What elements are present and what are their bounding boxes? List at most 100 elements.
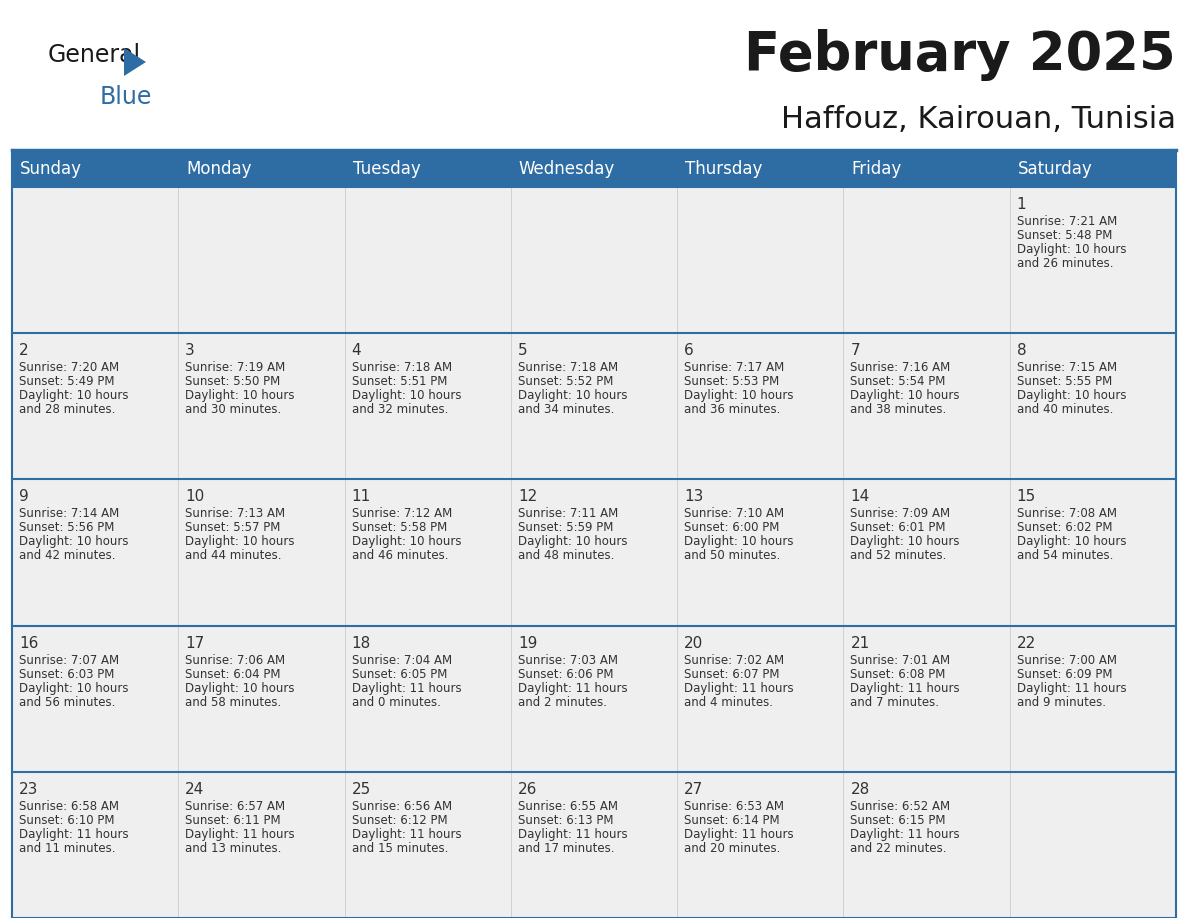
Text: Daylight: 11 hours: Daylight: 11 hours: [851, 828, 960, 841]
Text: Sunset: 6:03 PM: Sunset: 6:03 PM: [19, 667, 114, 680]
Text: and 13 minutes.: and 13 minutes.: [185, 842, 282, 855]
Text: Daylight: 11 hours: Daylight: 11 hours: [684, 828, 794, 841]
Text: 2: 2: [19, 343, 29, 358]
Text: Daylight: 10 hours: Daylight: 10 hours: [19, 389, 128, 402]
Text: and 4 minutes.: and 4 minutes.: [684, 696, 773, 709]
Text: Daylight: 10 hours: Daylight: 10 hours: [1017, 535, 1126, 548]
Text: and 30 minutes.: and 30 minutes.: [185, 403, 282, 416]
Text: Sunrise: 7:03 AM: Sunrise: 7:03 AM: [518, 654, 618, 666]
Text: Sunset: 6:05 PM: Sunset: 6:05 PM: [352, 667, 447, 680]
Text: and 56 minutes.: and 56 minutes.: [19, 696, 115, 709]
Text: and 34 minutes.: and 34 minutes.: [518, 403, 614, 416]
Bar: [12, 187, 1176, 333]
Text: Daylight: 10 hours: Daylight: 10 hours: [19, 535, 128, 548]
Text: 23: 23: [19, 782, 38, 797]
Text: Sunrise: 7:11 AM: Sunrise: 7:11 AM: [518, 508, 618, 521]
Text: 22: 22: [1017, 635, 1036, 651]
Text: Friday: Friday: [852, 160, 902, 177]
Text: 28: 28: [851, 782, 870, 797]
Text: 10: 10: [185, 489, 204, 504]
Text: Sunrise: 6:58 AM: Sunrise: 6:58 AM: [19, 800, 119, 812]
Bar: [12, 333, 1176, 479]
Text: Sunrise: 7:07 AM: Sunrise: 7:07 AM: [19, 654, 119, 666]
Text: Daylight: 11 hours: Daylight: 11 hours: [185, 828, 295, 841]
Text: Daylight: 10 hours: Daylight: 10 hours: [851, 389, 960, 402]
Text: Sunset: 5:48 PM: Sunset: 5:48 PM: [1017, 229, 1112, 242]
Text: Sunrise: 7:04 AM: Sunrise: 7:04 AM: [352, 654, 451, 666]
Text: 5: 5: [518, 343, 527, 358]
Text: and 20 minutes.: and 20 minutes.: [684, 842, 781, 855]
Text: and 15 minutes.: and 15 minutes.: [352, 842, 448, 855]
Text: and 32 minutes.: and 32 minutes.: [352, 403, 448, 416]
Text: Sunset: 6:14 PM: Sunset: 6:14 PM: [684, 813, 779, 827]
Text: Daylight: 11 hours: Daylight: 11 hours: [851, 681, 960, 695]
Text: and 0 minutes.: and 0 minutes.: [352, 696, 441, 709]
Text: Monday: Monday: [187, 160, 252, 177]
Text: 27: 27: [684, 782, 703, 797]
Text: Daylight: 10 hours: Daylight: 10 hours: [1017, 243, 1126, 256]
Text: Sunset: 5:54 PM: Sunset: 5:54 PM: [851, 375, 946, 388]
Text: Sunrise: 7:02 AM: Sunrise: 7:02 AM: [684, 654, 784, 666]
Text: 4: 4: [352, 343, 361, 358]
Text: Haffouz, Kairouan, Tunisia: Haffouz, Kairouan, Tunisia: [781, 106, 1176, 135]
Text: Sunset: 5:50 PM: Sunset: 5:50 PM: [185, 375, 280, 388]
Text: 14: 14: [851, 489, 870, 504]
Text: 13: 13: [684, 489, 703, 504]
Text: and 44 minutes.: and 44 minutes.: [185, 549, 282, 563]
Text: Sunday: Sunday: [20, 160, 82, 177]
Text: Sunset: 5:52 PM: Sunset: 5:52 PM: [518, 375, 613, 388]
Text: Sunset: 6:13 PM: Sunset: 6:13 PM: [518, 813, 613, 827]
Text: 12: 12: [518, 489, 537, 504]
Text: Daylight: 11 hours: Daylight: 11 hours: [684, 681, 794, 695]
Text: Daylight: 10 hours: Daylight: 10 hours: [185, 389, 295, 402]
Text: Sunrise: 7:17 AM: Sunrise: 7:17 AM: [684, 361, 784, 375]
Text: and 54 minutes.: and 54 minutes.: [1017, 549, 1113, 563]
Bar: [12, 625, 1176, 772]
Text: Daylight: 10 hours: Daylight: 10 hours: [19, 681, 128, 695]
Text: Sunrise: 7:18 AM: Sunrise: 7:18 AM: [518, 361, 618, 375]
Text: Wednesday: Wednesday: [519, 160, 615, 177]
Text: Sunset: 6:09 PM: Sunset: 6:09 PM: [1017, 667, 1112, 680]
Text: 7: 7: [851, 343, 860, 358]
Text: and 42 minutes.: and 42 minutes.: [19, 549, 115, 563]
Text: Sunrise: 7:06 AM: Sunrise: 7:06 AM: [185, 654, 285, 666]
Text: and 50 minutes.: and 50 minutes.: [684, 549, 781, 563]
Text: Sunset: 6:12 PM: Sunset: 6:12 PM: [352, 813, 447, 827]
Text: Sunrise: 7:14 AM: Sunrise: 7:14 AM: [19, 508, 119, 521]
Text: and 22 minutes.: and 22 minutes.: [851, 842, 947, 855]
Text: and 7 minutes.: and 7 minutes.: [851, 696, 940, 709]
Text: Sunrise: 6:53 AM: Sunrise: 6:53 AM: [684, 800, 784, 812]
Text: 1: 1: [1017, 197, 1026, 212]
Bar: [12, 479, 1176, 625]
Text: Sunrise: 7:20 AM: Sunrise: 7:20 AM: [19, 361, 119, 375]
Text: Sunset: 6:01 PM: Sunset: 6:01 PM: [851, 521, 946, 534]
Text: Daylight: 11 hours: Daylight: 11 hours: [352, 828, 461, 841]
Text: Sunset: 5:58 PM: Sunset: 5:58 PM: [352, 521, 447, 534]
Text: 18: 18: [352, 635, 371, 651]
Text: Daylight: 10 hours: Daylight: 10 hours: [518, 389, 627, 402]
Text: Thursday: Thursday: [685, 160, 763, 177]
Text: Daylight: 10 hours: Daylight: 10 hours: [684, 389, 794, 402]
Text: Daylight: 11 hours: Daylight: 11 hours: [1017, 681, 1126, 695]
Text: and 28 minutes.: and 28 minutes.: [19, 403, 115, 416]
Text: Sunset: 6:11 PM: Sunset: 6:11 PM: [185, 813, 280, 827]
Bar: [12, 150, 1176, 187]
Text: 3: 3: [185, 343, 195, 358]
Text: 25: 25: [352, 782, 371, 797]
Text: Sunset: 5:57 PM: Sunset: 5:57 PM: [185, 521, 280, 534]
Text: Daylight: 11 hours: Daylight: 11 hours: [352, 681, 461, 695]
Text: and 36 minutes.: and 36 minutes.: [684, 403, 781, 416]
Text: Sunrise: 7:09 AM: Sunrise: 7:09 AM: [851, 508, 950, 521]
Text: 24: 24: [185, 782, 204, 797]
Text: Sunrise: 7:10 AM: Sunrise: 7:10 AM: [684, 508, 784, 521]
Text: Sunrise: 7:19 AM: Sunrise: 7:19 AM: [185, 361, 285, 375]
Text: Daylight: 10 hours: Daylight: 10 hours: [185, 681, 295, 695]
Text: Sunset: 5:59 PM: Sunset: 5:59 PM: [518, 521, 613, 534]
Text: Sunrise: 7:15 AM: Sunrise: 7:15 AM: [1017, 361, 1117, 375]
Text: and 46 minutes.: and 46 minutes.: [352, 549, 448, 563]
Bar: [12, 772, 1176, 918]
Text: Sunrise: 7:00 AM: Sunrise: 7:00 AM: [1017, 654, 1117, 666]
Text: and 9 minutes.: and 9 minutes.: [1017, 696, 1106, 709]
Text: Sunset: 5:55 PM: Sunset: 5:55 PM: [1017, 375, 1112, 388]
Text: Daylight: 10 hours: Daylight: 10 hours: [352, 389, 461, 402]
